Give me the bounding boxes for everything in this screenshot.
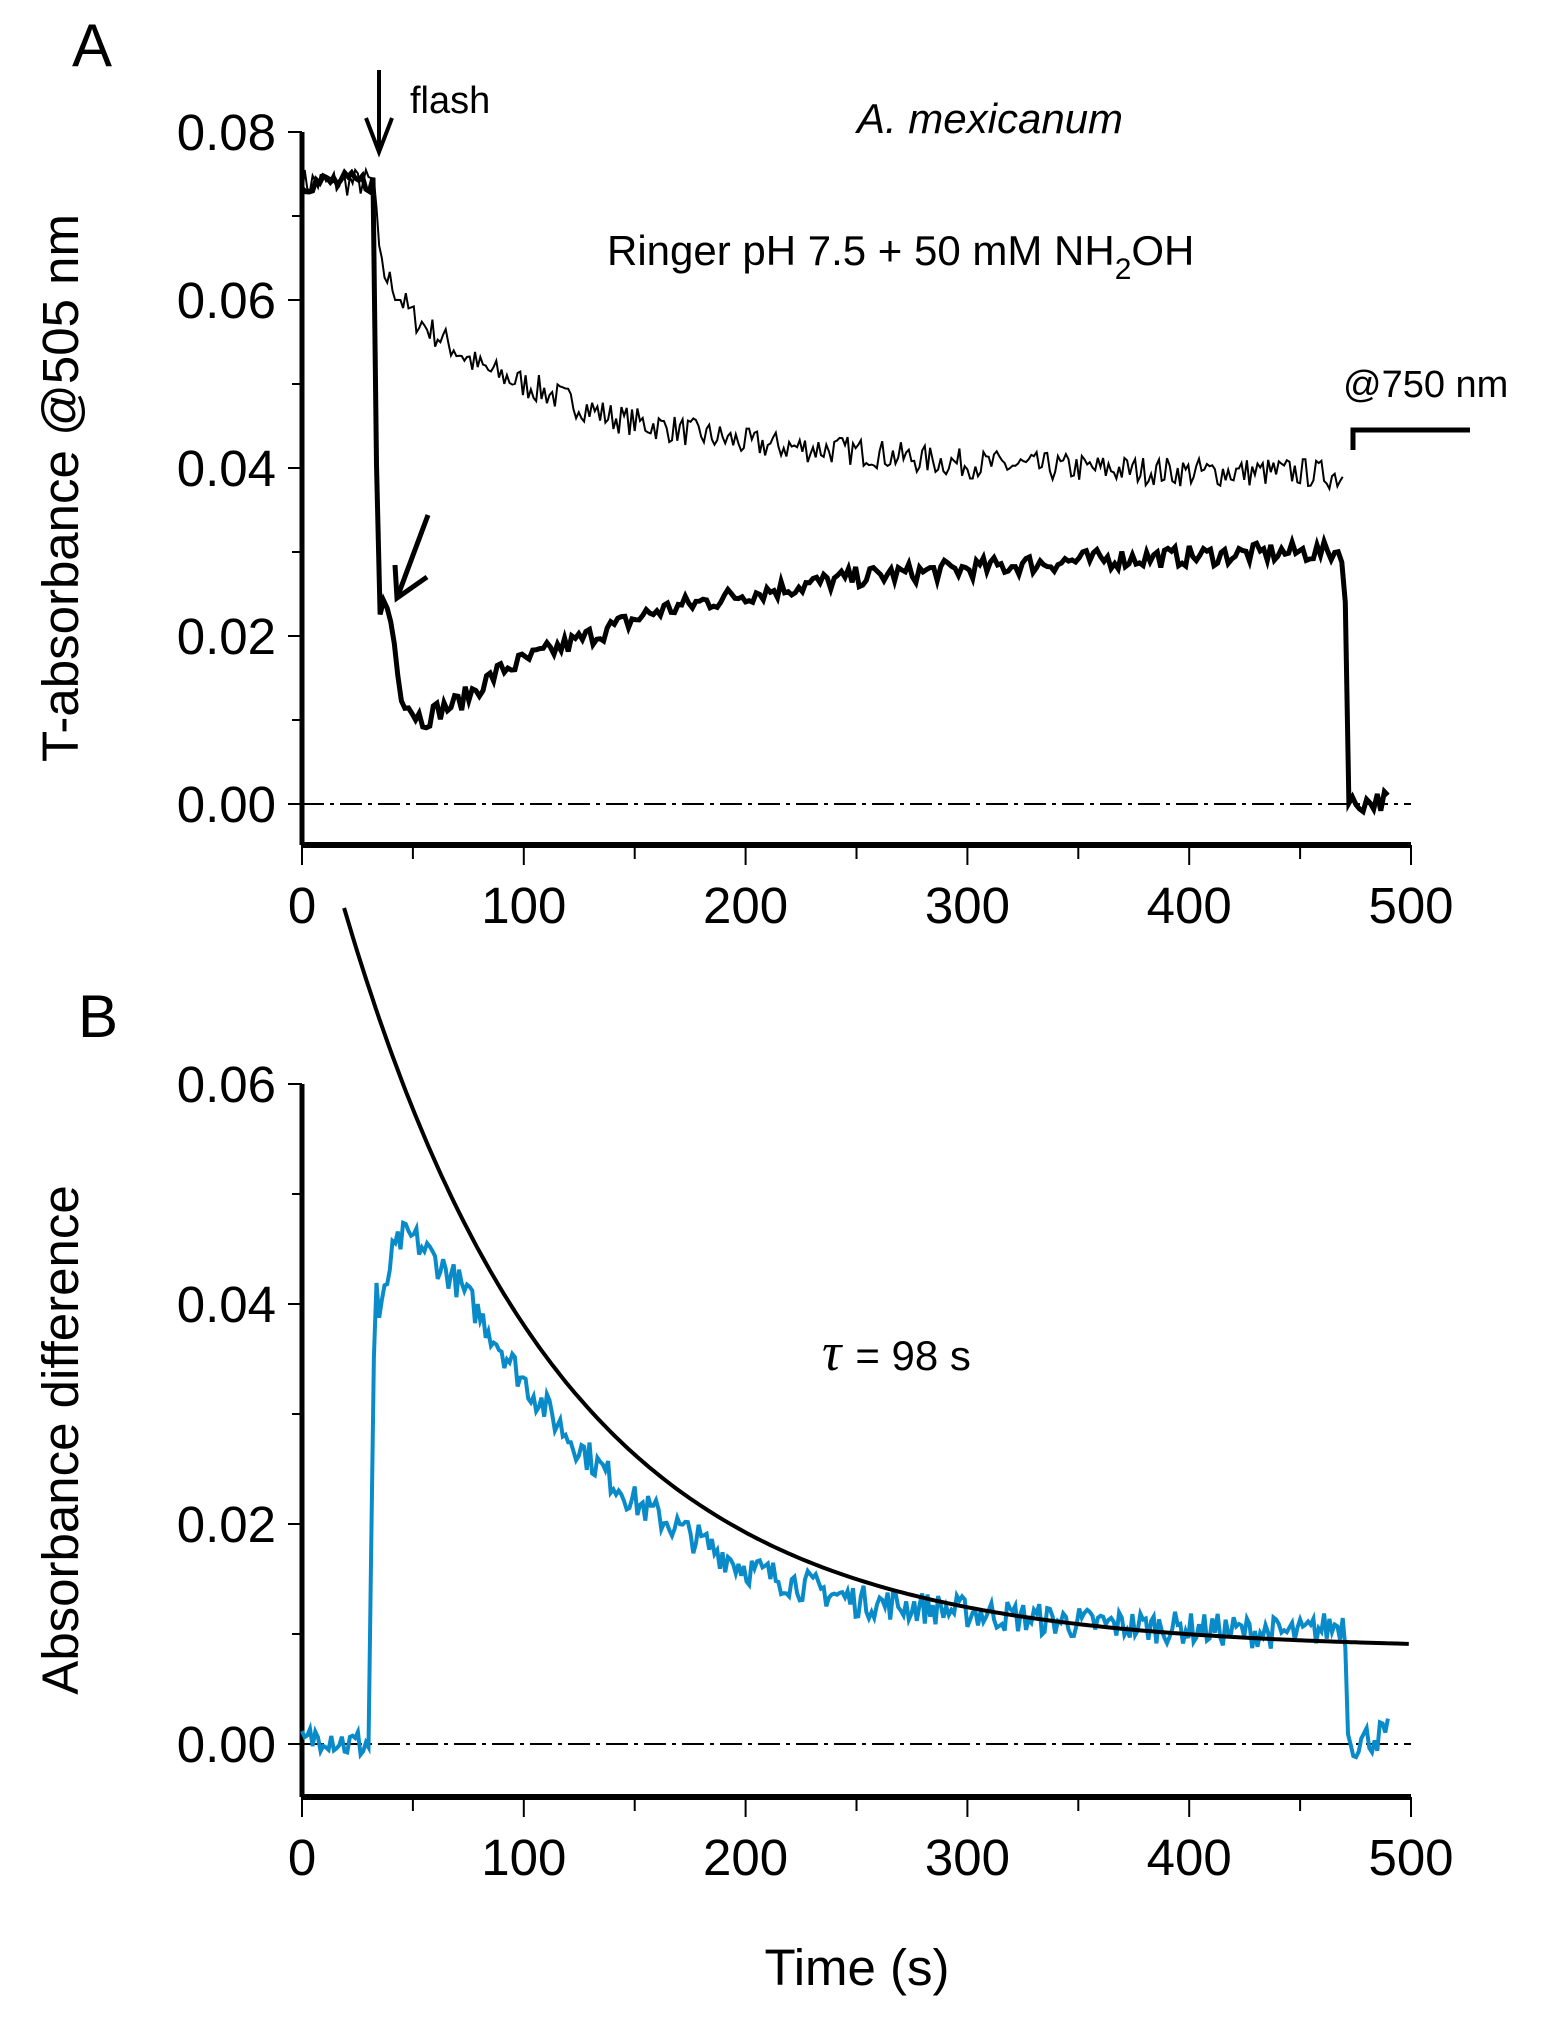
flash-arrow-icon [364,70,394,158]
flash-label: flash [410,80,490,122]
panel-a-label: A [72,12,112,79]
panel-b-y-axis-title: Absorbance difference [32,1185,89,1694]
panel-a-y-tick-label: 0.08 [177,104,276,161]
panel-b-y-tick-label: 0.04 [177,1276,276,1333]
panel-b-y-tick-label: 0.02 [177,1496,276,1553]
peak-arrow-icon [392,514,431,603]
panel-a-upper-trace [301,166,1344,492]
panel-a: A 0.000.020.040.060.08 0 100 200 300 400 500 … [32,12,1508,934]
panel-a-x-axis: 0 100 200 300 400 500 [288,842,1454,934]
panel-a-x-tick-label: 300 [925,877,1010,934]
panel-a-x-tick-label: 100 [481,877,566,934]
panel-a-x-tick-label: 0 [288,877,316,934]
panel-a-y-axis: 0.00 0.02 0.04 0.06 0.08 [177,104,305,845]
panel-b-x-tick-label: 300 [925,1829,1010,1886]
panel-a-x-tick-label: 400 [1147,877,1232,934]
panel-b-y-tick-label: 0.00 [177,1716,276,1773]
ref-wavelength-label: @750 nm [1343,364,1508,406]
panel-a-y-tick-label: 0.02 [177,608,276,665]
panel-a-y-tick-label: 0.00 [177,776,276,833]
panel-b: B 0.00 0.02 0.04 0.06 0 100 200 300 400 500 Abso… [32,907,1454,1996]
x-axis-title: Time (s) [764,1939,949,1996]
panel-b-exponential-fit [342,907,1409,1646]
ref-wavelength-bracket [1350,427,1470,450]
panel-a-y-tick-label: 0.04 [177,440,276,497]
panel-a-y-tick-label: 0.06 [177,272,276,329]
panel-b-y-tick-label: 0.06 [177,1056,276,1113]
panel-b-difference-trace [300,1219,1390,1760]
tau-label: τ = 98 s [822,1322,971,1382]
panel-b-x-tick-label: 500 [1368,1829,1453,1886]
panel-a-y-axis-title: T-absorbance @505 nm [32,214,89,762]
panel-b-x-axis: 0 100 200 300 400 500 [288,1794,1454,1886]
panel-a-x-tick-label: 500 [1368,877,1453,934]
panel-b-x-tick-label: 100 [481,1829,566,1886]
panel-b-x-tick-label: 0 [288,1829,316,1886]
condition-label: Ringer pH 7.5 + 50 mM NH2OH [607,227,1194,286]
species-label: A. mexicanum [854,95,1123,142]
panel-a-x-tick-label: 200 [703,877,788,934]
panel-b-label: B [78,983,118,1050]
panel-b-x-tick-label: 200 [703,1829,788,1886]
panel-b-y-axis: 0.00 0.02 0.04 0.06 [177,1056,305,1797]
panel-b-x-tick-label: 400 [1147,1829,1232,1886]
panel-a-lower-trace [300,168,1390,816]
